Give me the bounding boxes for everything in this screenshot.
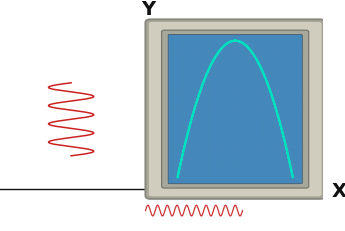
FancyBboxPatch shape xyxy=(146,20,325,199)
FancyBboxPatch shape xyxy=(168,35,302,184)
Text: Y: Y xyxy=(142,0,156,19)
Text: X: X xyxy=(332,181,345,200)
FancyBboxPatch shape xyxy=(162,31,309,188)
FancyBboxPatch shape xyxy=(148,22,322,197)
